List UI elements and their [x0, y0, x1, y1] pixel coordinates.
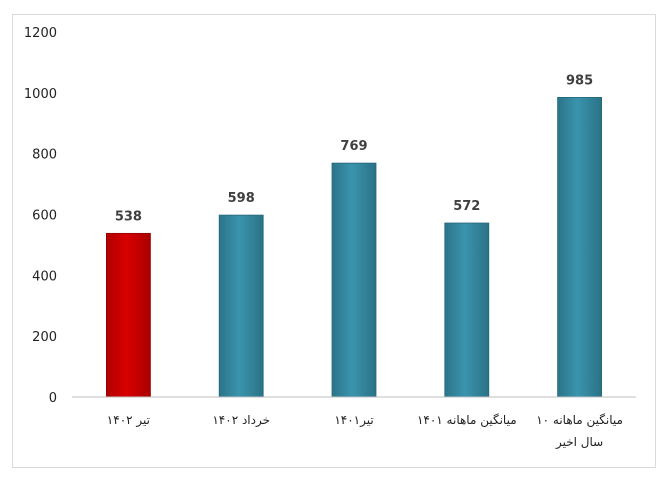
bar	[218, 214, 264, 398]
data-label: 769	[340, 139, 367, 154]
data-label: 572	[453, 199, 480, 214]
y-tick-label: 800	[32, 148, 57, 163]
data-label: 985	[566, 73, 593, 88]
bar	[444, 222, 490, 398]
x-tick-label: خرداد ۱۴۰۲	[212, 413, 270, 428]
data-label: 538	[115, 209, 142, 224]
y-tick-label: 200	[32, 330, 57, 345]
y-tick-label: 0	[49, 391, 57, 406]
bar	[331, 162, 377, 398]
x-tick-label: میانگین ماهانه ۱۴۰۱	[417, 413, 517, 428]
x-tick-label: تیر ۱۴۰۲	[107, 413, 150, 428]
y-tick-label: 600	[32, 209, 57, 224]
x-tick-label: میانگین ماهانه ۱۰ سال اخیر	[536, 413, 623, 450]
data-label: 598	[228, 191, 255, 206]
y-tick-label: 1000	[24, 87, 57, 102]
bar	[106, 232, 151, 398]
bar	[557, 96, 602, 398]
x-axis: تیر ۱۴۰۲ خرداد ۱۴۰۲ تیر۱۴۰۱ میانگین ماهانه …	[72, 396, 636, 450]
y-tick-label: 400	[32, 269, 57, 284]
y-axis: 0 200 400 600 800 1000 1200	[24, 26, 57, 406]
y-tick-label: 1200	[24, 26, 57, 41]
bars: 538 598 769 572 985	[106, 73, 602, 398]
x-tick-label: تیر۱۴۰۱	[334, 413, 373, 428]
